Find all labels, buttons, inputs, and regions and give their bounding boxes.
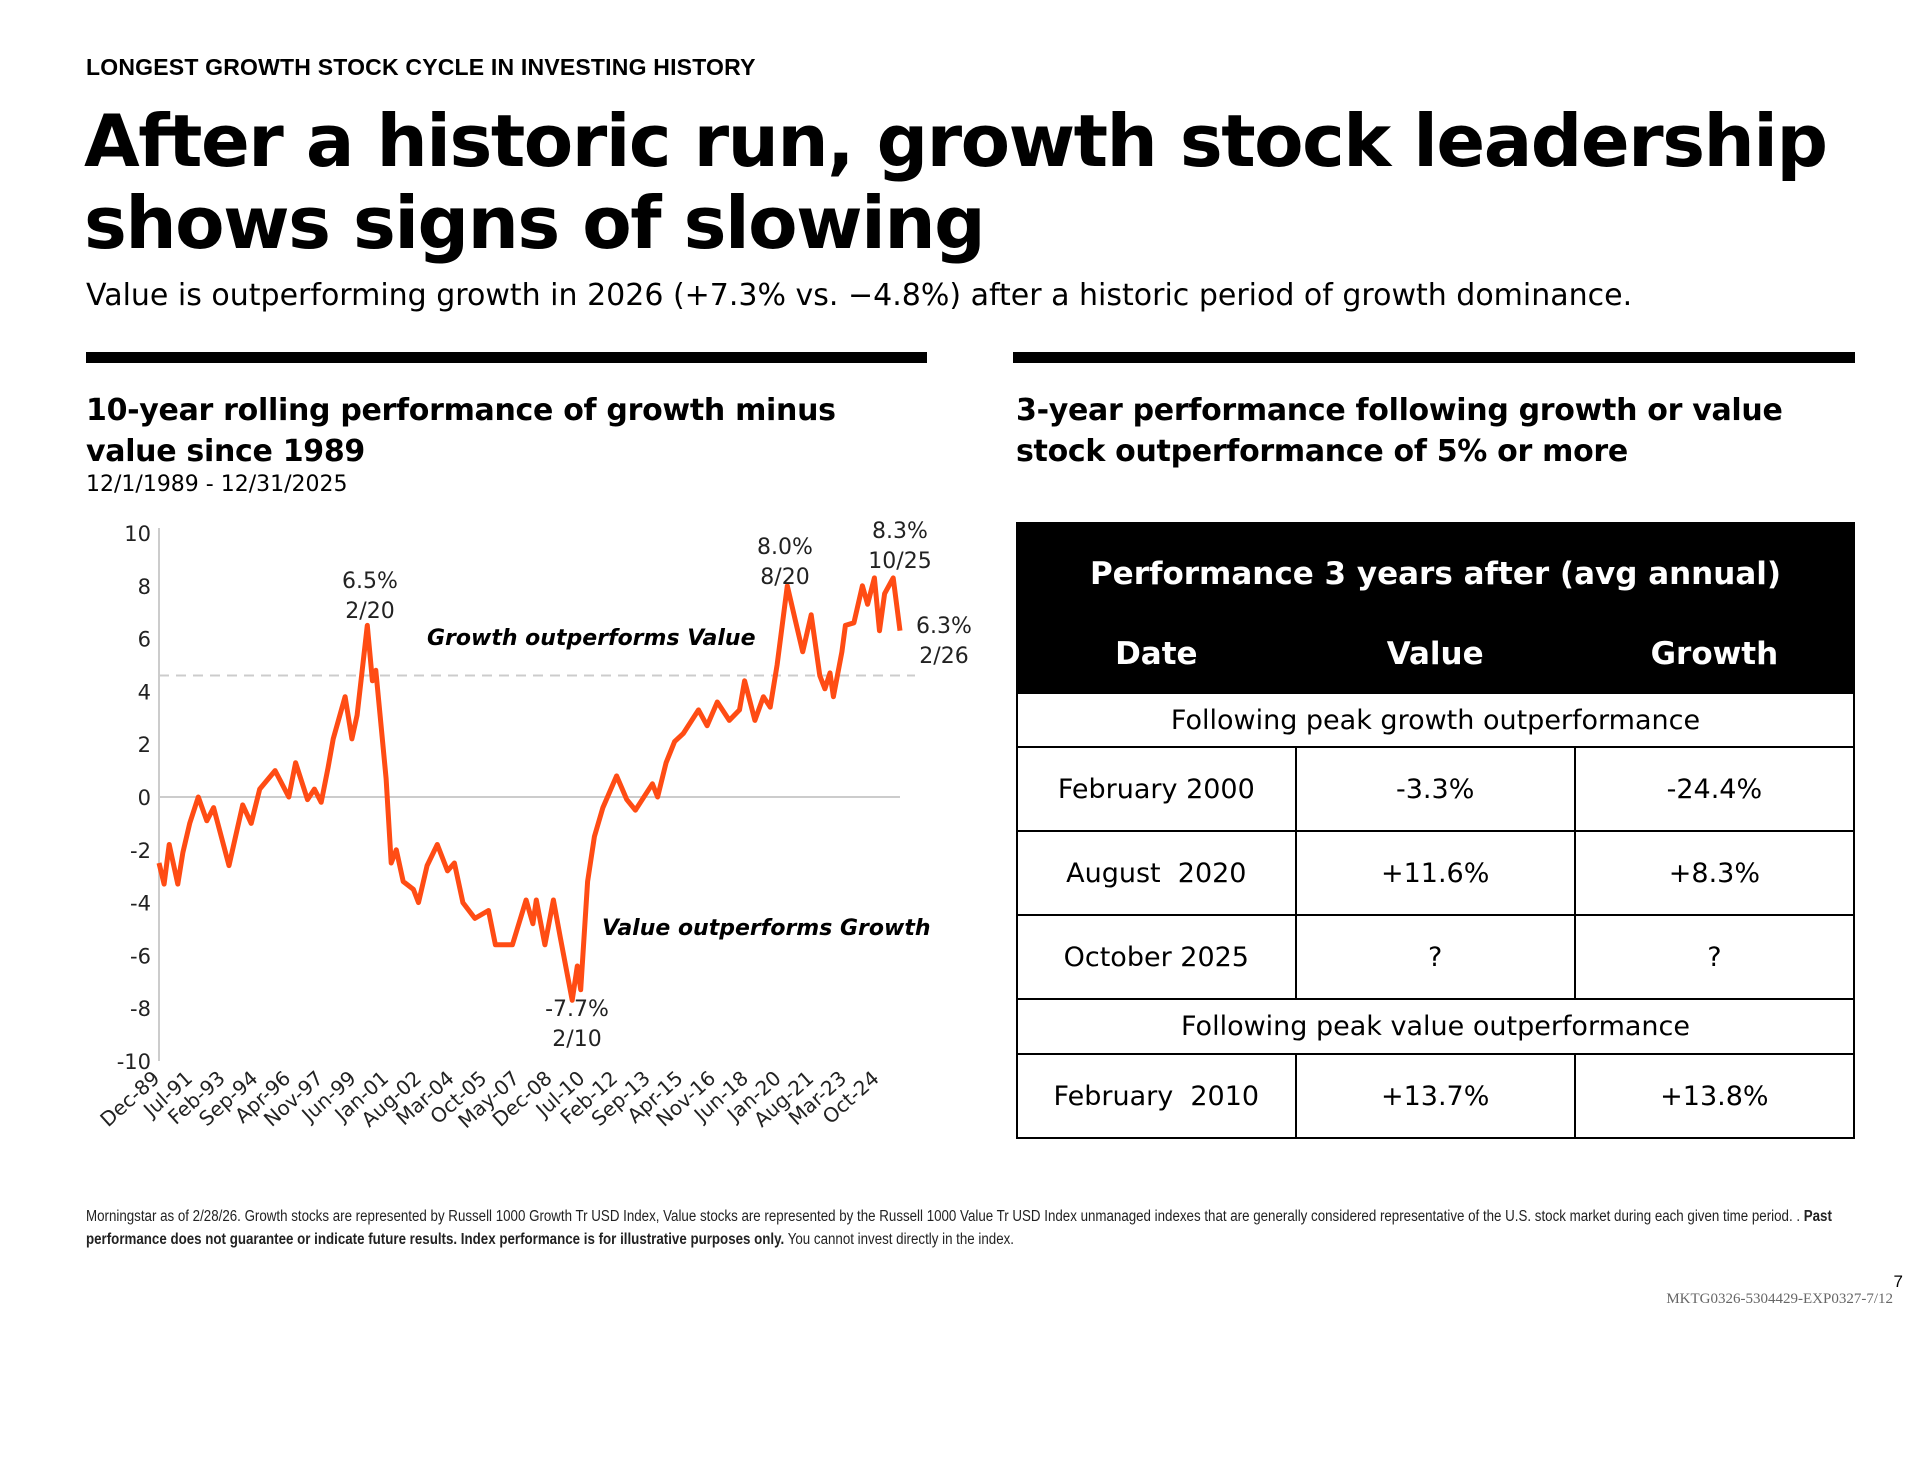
table-row: October 2025?? bbox=[1016, 914, 1856, 1000]
table-heading-line-2: stock outperformance of 5% or more bbox=[1016, 434, 1628, 469]
region-label-value: Value outperforms Growth bbox=[602, 916, 931, 941]
series-line bbox=[156, 575, 903, 1003]
annotation-value: 6.5% bbox=[342, 569, 398, 594]
col-header-growth: Growth bbox=[1573, 614, 1856, 694]
footnote-disclaimer: Past performance does not guarantee or i… bbox=[86, 1208, 1832, 1248]
y-tick-label: 0 bbox=[138, 786, 151, 810]
annotation-value: 8.0% bbox=[757, 535, 813, 560]
cell-value: -3.3% bbox=[1294, 746, 1576, 832]
cell-date: February 2010 bbox=[1016, 1053, 1297, 1139]
page-number: 7 bbox=[1893, 1272, 1903, 1291]
annotation-date: 2/26 bbox=[919, 644, 968, 669]
y-tick-label: -10 bbox=[117, 1050, 151, 1074]
performance-table: Performance 3 years after (avg annual) D… bbox=[1016, 522, 1856, 1139]
col-header-date: Date bbox=[1016, 614, 1297, 694]
y-tick-label: 2 bbox=[138, 733, 151, 757]
title-line-1: After a historic run, growth stock leade… bbox=[84, 99, 1828, 183]
cell-growth: +8.3% bbox=[1573, 830, 1856, 916]
cell-value: +11.6% bbox=[1294, 830, 1576, 916]
table-heading-line-1: 3-year performance following growth or v… bbox=[1016, 393, 1783, 428]
table-title: Performance 3 years after (avg annual) bbox=[1016, 522, 1855, 616]
y-tick-label: 10 bbox=[124, 522, 151, 546]
footnote: Morningstar as of 2/28/26. Growth stocks… bbox=[86, 1205, 1849, 1251]
annotation-date: 2/10 bbox=[552, 1027, 601, 1052]
table-row: February 2000 -3.3% -24.4% bbox=[1016, 746, 1856, 832]
chart-heading-line-1: 10-year rolling performance of growth mi… bbox=[86, 393, 836, 428]
kicker: LONGEST GROWTH STOCK CYCLE IN INVESTING … bbox=[86, 54, 756, 80]
chart-heading: 10-year rolling performance of growth mi… bbox=[86, 390, 836, 472]
y-tick-label: -6 bbox=[130, 944, 151, 968]
cell-value: ? bbox=[1294, 914, 1576, 1000]
chart-date-range: 12/1/1989 - 12/31/2025 bbox=[86, 472, 348, 497]
cell-growth: -24.4% bbox=[1573, 746, 1856, 832]
annotation-date: 2/20 bbox=[345, 599, 394, 624]
y-tick-label: 8 bbox=[138, 575, 151, 599]
chart-heading-line-2: value since 1989 bbox=[86, 434, 365, 469]
left-divider bbox=[86, 352, 927, 363]
y-tick-label: -2 bbox=[130, 839, 151, 863]
cell-growth: +13.8% bbox=[1573, 1053, 1856, 1139]
cell-date: August 2020 bbox=[1016, 830, 1297, 916]
title-line-2: shows signs of slowing bbox=[84, 181, 986, 265]
table-row: August 2020 +11.6% +8.3% bbox=[1016, 830, 1856, 916]
subtitle: Value is outperforming growth in 2026 (+… bbox=[86, 278, 1633, 313]
section-growth-peak: Following peak growth outperformance bbox=[1016, 692, 1855, 748]
footnote-text-end: You cannot invest directly in the index. bbox=[784, 1231, 1014, 1248]
col-header-value: Value bbox=[1294, 614, 1576, 694]
y-tick-label: 4 bbox=[138, 680, 151, 704]
annotation-date: 8/20 bbox=[760, 565, 809, 590]
annotation-date: 10/25 bbox=[868, 549, 931, 574]
footnote-text: Morningstar as of 2/28/26. Growth stocks… bbox=[86, 1208, 1804, 1225]
table-heading: 3-year performance following growth or v… bbox=[1016, 390, 1783, 472]
y-tick-label: -8 bbox=[130, 997, 151, 1021]
cell-date: February 2000 bbox=[1016, 746, 1297, 832]
annotation-value: 6.3% bbox=[916, 614, 972, 639]
annotation-value: -7.7% bbox=[545, 997, 609, 1022]
cell-growth: ? bbox=[1573, 914, 1856, 1000]
compliance-code: MKTG0326-5304429-EXP0327-7/12 bbox=[1666, 1291, 1893, 1307]
table-row: February 2010 +13.7% +13.8% bbox=[1016, 1053, 1856, 1139]
right-divider bbox=[1013, 352, 1855, 363]
section-value-peak: Following peak value outperformance bbox=[1016, 998, 1855, 1055]
y-tick-label: -4 bbox=[130, 892, 151, 916]
region-label-growth: Growth outperforms Value bbox=[427, 626, 756, 651]
annotation-value: 8.3% bbox=[872, 519, 928, 544]
y-tick-label: 6 bbox=[138, 628, 151, 652]
cell-date: October 2025 bbox=[1016, 914, 1297, 1000]
cell-value: +13.7% bbox=[1294, 1053, 1576, 1139]
page-title: After a historic run, growth stock leade… bbox=[84, 99, 1828, 265]
